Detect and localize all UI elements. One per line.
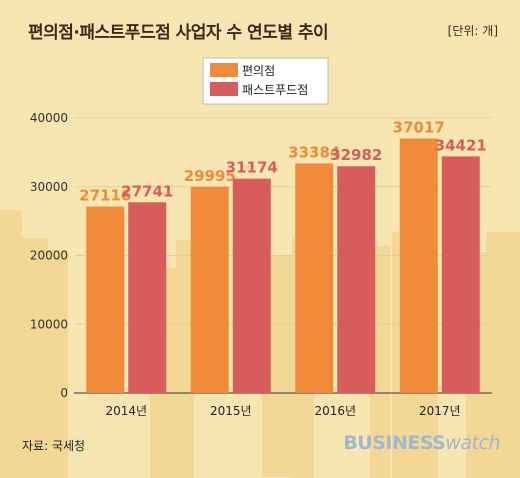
skyline-building	[0, 210, 22, 478]
source-note: 자료: 국세청	[22, 439, 86, 453]
bar-convenience	[190, 186, 229, 393]
skyline-building	[22, 238, 48, 478]
bar-fastfood	[232, 178, 271, 393]
bar-value-label: 33384	[288, 143, 340, 161]
bar-fastfood	[441, 156, 480, 393]
bar-convenience	[399, 138, 438, 393]
y-tick-label: 0	[60, 386, 68, 400]
bar-value-label: 34421	[435, 136, 487, 154]
unit-label: [단위: 개]	[447, 24, 498, 38]
skyline-building	[48, 250, 68, 478]
bar-convenience	[295, 163, 334, 393]
y-axis: 0 10000 20000 30000 40000	[30, 111, 68, 400]
x-axis: 2014년 2015년 2016년 2017년	[105, 404, 460, 418]
bar-fastfood	[128, 202, 167, 393]
y-tick-label: 40000	[30, 111, 68, 125]
x-tick-label: 2015년	[210, 404, 252, 418]
x-tick-label: 2017년	[419, 404, 461, 418]
skyline-building	[176, 240, 194, 478]
bar-fastfood	[337, 166, 376, 393]
y-tick-label: 10000	[30, 317, 68, 331]
y-tick-label: 30000	[30, 180, 68, 194]
bar-value-label: 32982	[330, 146, 382, 164]
legend-swatch	[210, 63, 238, 77]
x-tick-label: 2014년	[105, 404, 147, 418]
bar-value-label: 37017	[393, 119, 445, 137]
bar-convenience	[86, 206, 125, 393]
y-tick-label: 20000	[30, 249, 68, 263]
skyline-building	[486, 232, 520, 478]
bar-value-label: 27116	[79, 187, 131, 205]
bar-value-label: 31174	[226, 159, 278, 177]
legend-label: 패스트푸드점	[242, 83, 308, 97]
x-tick-label: 2016년	[314, 404, 356, 418]
legend-label: 편의점	[242, 64, 275, 78]
chart-title: 편의점·패스트푸드점 사업자 수 연도별 추이	[28, 23, 329, 43]
brand-logo: BUSINESSwatch	[343, 432, 500, 454]
legend-swatch	[210, 82, 238, 96]
bar-value-label: 29995	[184, 167, 236, 185]
bar-value-label: 27741	[121, 182, 173, 200]
